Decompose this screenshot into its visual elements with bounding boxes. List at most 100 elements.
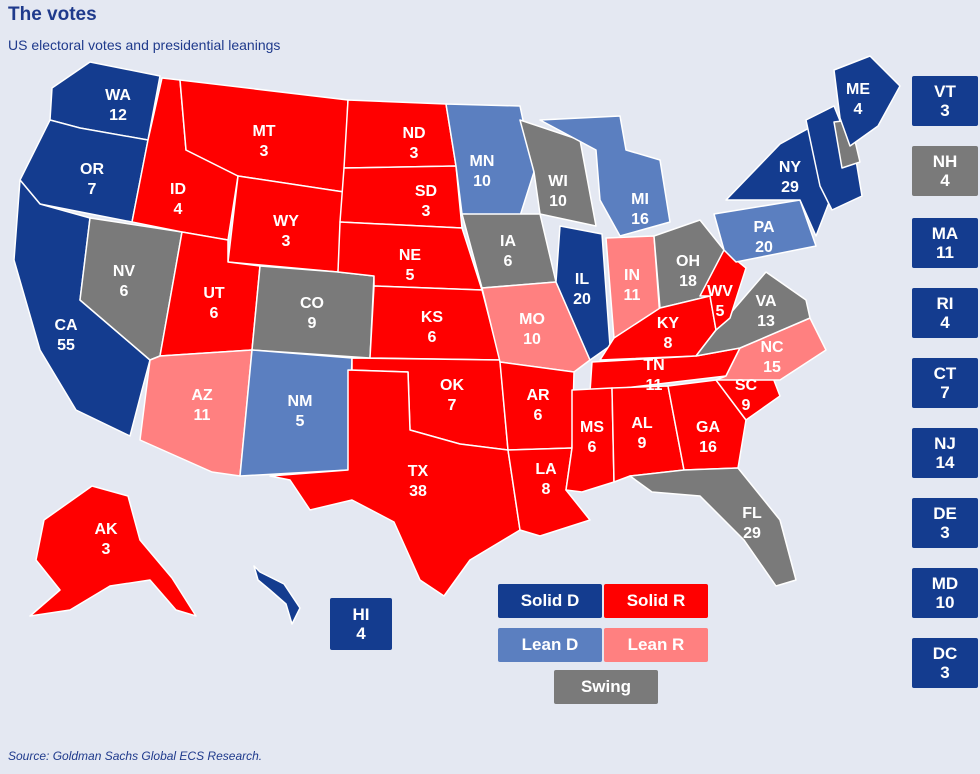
- small-state-de-box: DE 3: [912, 498, 978, 548]
- state-sc-abbr: SC: [735, 377, 758, 394]
- state-me-abbr: ME: [846, 81, 870, 98]
- state-il-shape: [555, 225, 611, 361]
- state-ny-abbr: NY: [779, 159, 802, 176]
- state-id-abbr: ID: [170, 181, 186, 198]
- state-ar-abbr: AR: [526, 387, 550, 404]
- small-state-de-abbr: DE: [933, 504, 957, 523]
- state-mo-abbr: MO: [519, 311, 545, 328]
- state-wa-abbr: WA: [105, 87, 131, 104]
- state-ms-votes: 6: [588, 439, 597, 456]
- small-state-md-votes: 10: [935, 593, 955, 612]
- state-oh-abbr: OH: [676, 253, 700, 270]
- state-mo-shape: [481, 281, 591, 373]
- state-ga-abbr: GA: [696, 419, 720, 436]
- state-ca-votes: 55: [57, 337, 75, 354]
- small-state-nj-box: NJ 14: [912, 428, 978, 478]
- state-sd-abbr: SD: [415, 183, 437, 200]
- small-state-ri-box: RI 4: [912, 288, 978, 338]
- state-va-shape: [695, 271, 811, 357]
- small-state-ri-votes: 4: [940, 313, 950, 332]
- page-subtitle: US electoral votes and presidential lean…: [8, 37, 281, 53]
- small-state-ri-abbr: RI: [936, 294, 954, 313]
- state-ne-votes: 5: [406, 267, 415, 284]
- state-ks-abbr: KS: [421, 309, 444, 326]
- small-state-vt-abbr: VT: [934, 82, 956, 101]
- state-tx-abbr: TX: [408, 463, 429, 480]
- state-fl-votes: 29: [743, 525, 761, 542]
- state-sc-votes: 9: [742, 397, 751, 414]
- state-wv-abbr: WV: [707, 283, 733, 300]
- state-wv-votes: 5: [716, 303, 725, 320]
- state-mi-votes: 16: [631, 211, 649, 228]
- small-state-nj-votes: 14: [935, 453, 955, 472]
- legend-lean-r: Lean R: [604, 628, 708, 662]
- state-id-votes: 4: [174, 201, 183, 218]
- state-nd-votes: 3: [410, 145, 419, 162]
- small-state-md-abbr: MD: [931, 574, 959, 593]
- state-la-votes: 8: [542, 481, 551, 498]
- state-or-votes: 7: [88, 181, 97, 198]
- small-state-ct-abbr: CT: [933, 364, 957, 383]
- state-ar-votes: 6: [534, 407, 543, 424]
- state-wy-votes: 3: [282, 233, 291, 250]
- state-mi-shape: [539, 115, 671, 237]
- state-sd-shape: [339, 165, 463, 229]
- state-pa-votes: 20: [755, 239, 773, 256]
- state-ny-votes: 29: [781, 179, 799, 196]
- small-state-de-votes: 3: [940, 523, 950, 542]
- page-title: The votes: [8, 4, 97, 25]
- state-wy-abbr: WY: [273, 213, 299, 230]
- state-ok-votes: 7: [448, 397, 457, 414]
- state-ar-shape: [499, 361, 575, 451]
- state-mn-abbr: MN: [470, 153, 495, 170]
- state-me-votes: 4: [854, 101, 863, 118]
- state-ca-shape: [13, 179, 151, 437]
- state-in-abbr: IN: [624, 267, 640, 284]
- state-tx-votes: 38: [409, 483, 427, 500]
- state-tn-abbr: TN: [643, 357, 664, 374]
- state-ak-abbr: AK: [94, 521, 118, 538]
- state-in-votes: 11: [624, 287, 641, 304]
- state-tx-shape: [269, 369, 521, 597]
- state-tn-votes: 11: [646, 377, 663, 394]
- small-state-vt-box: VT 3: [912, 76, 978, 126]
- state-va-votes: 13: [757, 313, 775, 330]
- state-ia-abbr: IA: [500, 233, 516, 250]
- state-hi-abbr: HI: [352, 605, 370, 624]
- small-state-nj-abbr: NJ: [934, 434, 956, 453]
- small-state-vt-votes: 3: [940, 101, 950, 120]
- small-state-dc-abbr: DC: [932, 644, 958, 663]
- state-co-abbr: CO: [300, 295, 324, 312]
- state-il-votes: 20: [573, 291, 591, 308]
- state-ut-votes: 6: [210, 305, 219, 322]
- state-az-votes: 11: [194, 407, 211, 424]
- legend-solid-r: Solid R: [604, 584, 708, 618]
- state-la-abbr: LA: [535, 461, 557, 478]
- state-ok-abbr: OK: [440, 377, 464, 394]
- state-ks-votes: 6: [428, 329, 437, 346]
- state-az-abbr: AZ: [191, 387, 213, 404]
- state-nd-abbr: ND: [402, 125, 425, 142]
- state-nd-shape: [343, 99, 457, 169]
- state-ms-abbr: MS: [580, 419, 604, 436]
- small-state-dc-box: DC 3: [912, 638, 978, 688]
- state-nm-abbr: NM: [288, 393, 313, 410]
- state-wi-abbr: WI: [548, 173, 568, 190]
- state-al-abbr: AL: [631, 415, 653, 432]
- source-note: Source: Goldman Sachs Global ECS Researc…: [8, 749, 263, 763]
- small-state-ma-abbr: MA: [931, 224, 959, 243]
- state-nm-votes: 5: [296, 413, 305, 430]
- legend-lean-d: Lean D: [498, 628, 602, 662]
- state-or-abbr: OR: [80, 161, 104, 178]
- state-sd-votes: 3: [422, 203, 431, 220]
- state-ne-abbr: NE: [399, 247, 422, 264]
- small-state-ma-box: MA 11: [912, 218, 978, 268]
- state-pa-shape: [713, 199, 817, 263]
- small-state-nh-votes: 4: [940, 171, 950, 190]
- state-mo-votes: 10: [523, 331, 541, 348]
- small-state-md-box: MD 10: [912, 568, 978, 618]
- state-ga-votes: 16: [699, 439, 717, 456]
- state-ak-shape: [29, 485, 197, 617]
- state-fl-abbr: FL: [742, 505, 762, 522]
